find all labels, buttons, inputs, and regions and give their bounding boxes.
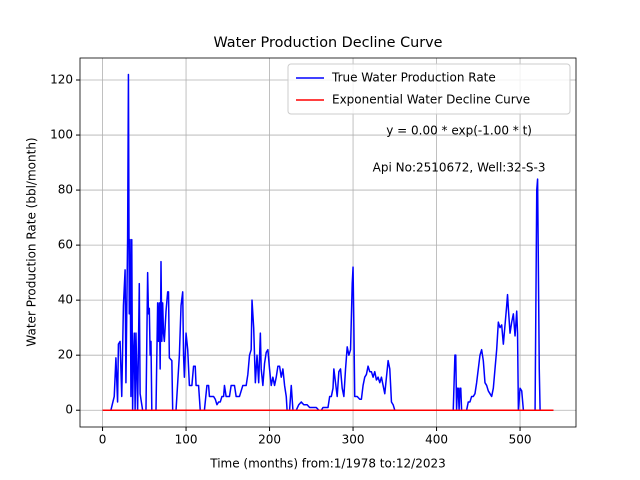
x-axis-label: Time (months) from:1/1978 to:12/2023 (209, 457, 446, 471)
y-tick-label: 40 (58, 293, 73, 307)
y-tick-label: 120 (50, 73, 73, 87)
x-tick-label: 200 (258, 433, 281, 447)
legend-label: True Water Production Rate (331, 71, 496, 85)
x-tick-label: 0 (99, 433, 107, 447)
plot-frame (79, 57, 577, 428)
x-tick-label: 100 (175, 433, 198, 447)
x-tick-label: 300 (342, 433, 365, 447)
y-tick-label: 20 (58, 348, 73, 362)
annotation: Api No:2510672, Well:32-S-3 (373, 161, 546, 175)
x-tick-label: 500 (509, 433, 532, 447)
legend-box (287, 63, 571, 115)
x-tick-label: 400 (425, 433, 448, 447)
chart-title: Water Production Decline Curve (213, 35, 442, 51)
y-tick-label: 100 (50, 128, 73, 142)
y-axis-label: Water Production Rate (bbl/month) (25, 137, 39, 346)
y-tick-label: 60 (58, 238, 73, 252)
legend-label: Exponential Water Decline Curve (332, 93, 530, 107)
y-tick-label: 0 (65, 403, 73, 417)
y-tick-label: 80 (58, 183, 73, 197)
annotation: y = 0.00 * exp(-1.00 * t) (386, 124, 532, 138)
